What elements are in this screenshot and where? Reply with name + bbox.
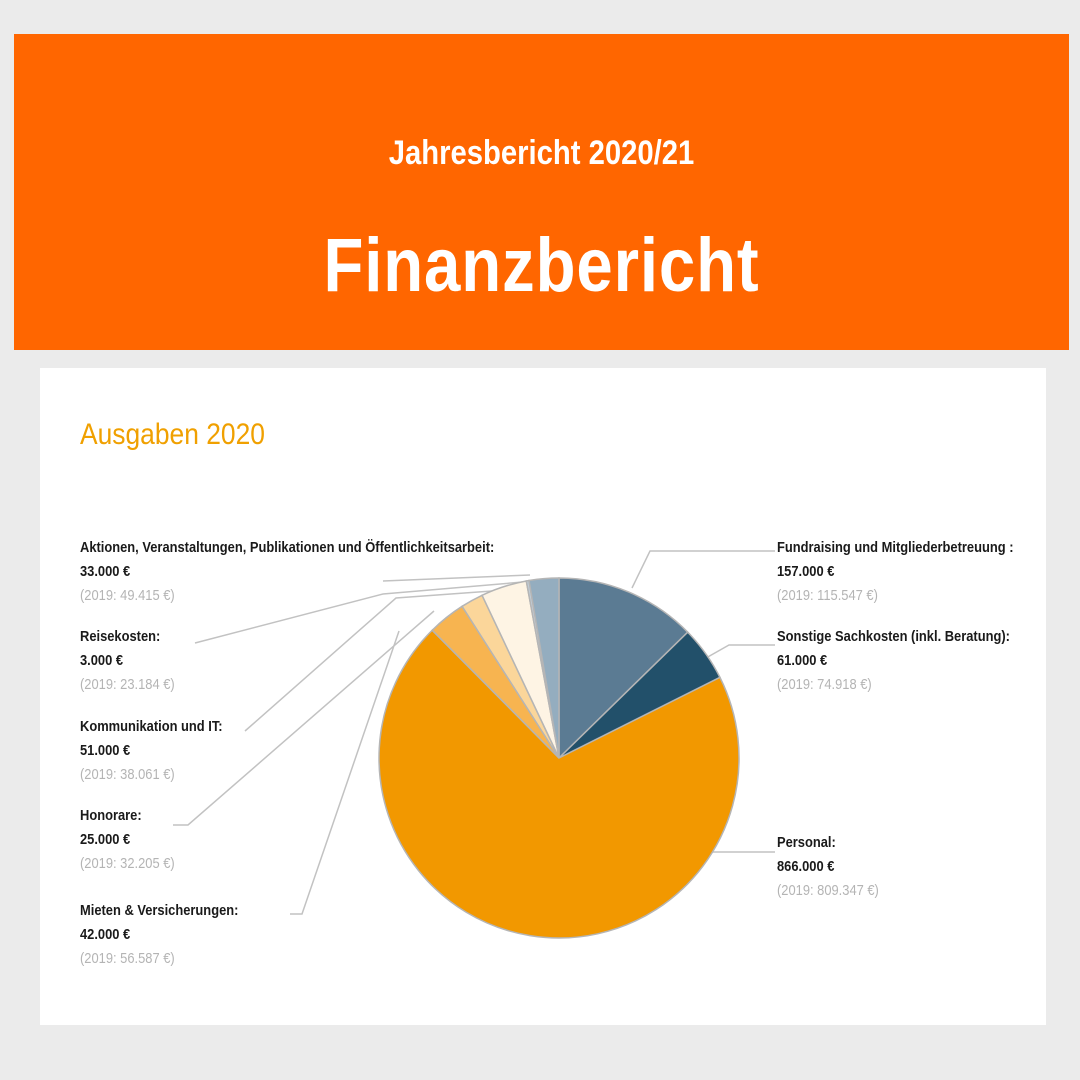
label-sachkosten-value: 61.000 € bbox=[777, 652, 828, 669]
label-reisekosten: Reisekosten: 3.000 € (2019: 23.184 €) bbox=[80, 625, 175, 697]
label-aktionen-value: 33.000 € bbox=[80, 563, 131, 580]
report-subtitle: Jahresbericht 2020/21 bbox=[388, 134, 695, 172]
label-kommunikation: Kommunikation und IT: 51.000 € (2019: 38… bbox=[80, 715, 223, 787]
label-kommunikation-value: 51.000 € bbox=[80, 742, 131, 759]
label-reisekosten-name: Reisekosten: bbox=[80, 628, 161, 645]
leader-line-reisekosten bbox=[194, 581, 524, 644]
label-honorare-name: Honorare: bbox=[80, 807, 142, 824]
header-banner: Jahresbericht 2020/21 Finanzbericht bbox=[14, 34, 1069, 350]
label-aktionen-prev: (2019: 49.415 €) bbox=[80, 587, 175, 604]
pie-slice-aktionen bbox=[528, 577, 560, 759]
label-personal-name: Personal: bbox=[777, 834, 836, 851]
label-sachkosten-prev: (2019: 74.918 €) bbox=[777, 676, 872, 693]
pie-slice-personal bbox=[378, 629, 740, 939]
label-mieten-prev: (2019: 56.587 €) bbox=[80, 950, 175, 967]
chart-title: Ausgaben 2020 bbox=[80, 418, 265, 451]
label-fundraising-prev: (2019: 115.547 €) bbox=[777, 587, 878, 604]
label-fundraising-name: Fundraising und Mitgliederbetreuung : bbox=[777, 539, 1014, 556]
label-mieten: Mieten & Versicherungen: 42.000 € (2019:… bbox=[80, 899, 238, 971]
label-honorare-value: 25.000 € bbox=[80, 831, 131, 848]
leader-line-mieten bbox=[290, 630, 400, 915]
label-sachkosten: Sonstige Sachkosten (inkl. Beratung): 61… bbox=[777, 625, 1010, 697]
leader-line-honorare bbox=[173, 610, 435, 826]
leader-line-fundraising bbox=[631, 550, 775, 589]
label-personal-value: 866.000 € bbox=[777, 858, 835, 875]
leader-line-kommunikation bbox=[244, 590, 493, 732]
label-fundraising-value: 157.000 € bbox=[777, 563, 835, 580]
label-fundraising: Fundraising und Mitgliederbetreuung : 15… bbox=[777, 536, 1014, 608]
leader-line-sachkosten bbox=[705, 644, 775, 659]
label-mieten-value: 42.000 € bbox=[80, 926, 131, 943]
label-personal: Personal: 866.000 € (2019: 809.347 €) bbox=[777, 831, 879, 903]
pie-chart bbox=[173, 550, 775, 939]
label-reisekosten-value: 3.000 € bbox=[80, 652, 124, 669]
chart-card: Ausgaben 2020 Fundraising und Mitglieder… bbox=[40, 368, 1046, 1025]
label-personal-prev: (2019: 809.347 €) bbox=[777, 882, 879, 899]
label-sachkosten-name: Sonstige Sachkosten (inkl. Beratung): bbox=[777, 628, 1010, 645]
leader-line-aktionen bbox=[382, 574, 531, 582]
label-kommunikation-name: Kommunikation und IT: bbox=[80, 718, 223, 735]
label-honorare-prev: (2019: 32.205 €) bbox=[80, 855, 175, 872]
pie-slice-fundraising bbox=[558, 577, 689, 760]
label-honorare: Honorare: 25.000 € (2019: 32.205 €) bbox=[80, 804, 175, 876]
report-title: Finanzbericht bbox=[323, 223, 760, 308]
label-reisekosten-prev: (2019: 23.184 €) bbox=[80, 676, 175, 693]
label-mieten-name: Mieten & Versicherungen: bbox=[80, 902, 239, 919]
label-aktionen: Aktionen, Veranstaltungen, Publikationen… bbox=[80, 536, 494, 608]
label-aktionen-name: Aktionen, Veranstaltungen, Publikationen… bbox=[80, 539, 495, 556]
label-kommunikation-prev: (2019: 38.061 €) bbox=[80, 766, 175, 783]
